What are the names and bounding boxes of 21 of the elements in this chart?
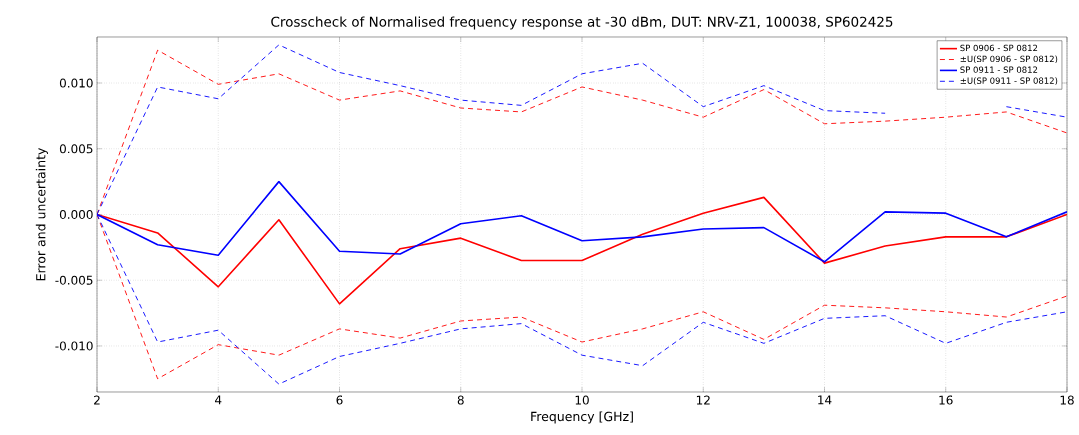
y-tick-label: 0.000: [59, 209, 93, 220]
x-tick-label: 2: [94, 395, 100, 405]
x-tick-label: 10: [575, 395, 589, 405]
x-axis-title: Frequency [GHz]: [531, 411, 633, 424]
y-tick-label: 0.005: [59, 144, 93, 154]
x-tick-label: 16: [939, 395, 953, 405]
legend-label: SP 0906 - SP 0812: [960, 44, 1038, 52]
legend-label: ±U(SP 0911 - SP 0812): [960, 77, 1058, 85]
x-tick-label: 14: [818, 395, 832, 405]
legend-label: SP 0911 - SP 0812: [960, 66, 1038, 73]
x-tick-label: 12: [696, 395, 710, 405]
x-tick-label: 18: [1060, 395, 1074, 405]
chart-title: Crosscheck of Normalised frequency response at -30 dBm, DUT: NRV-Z1, 100038, SP602425: [271, 16, 893, 30]
x-tick-label: 4: [215, 395, 222, 405]
y-tick-label: -0.005: [55, 275, 93, 285]
legend-label: ±U(SP 0906 - SP 0812): [960, 55, 1058, 64]
y-tick-label: -0.010: [55, 341, 93, 351]
x-tick-label: 8: [457, 395, 464, 405]
y-tick-label: 0.010: [59, 78, 93, 88]
y-axis-title: Error and uncertainty: [35, 147, 48, 281]
x-tick-label: 6: [336, 395, 343, 405]
